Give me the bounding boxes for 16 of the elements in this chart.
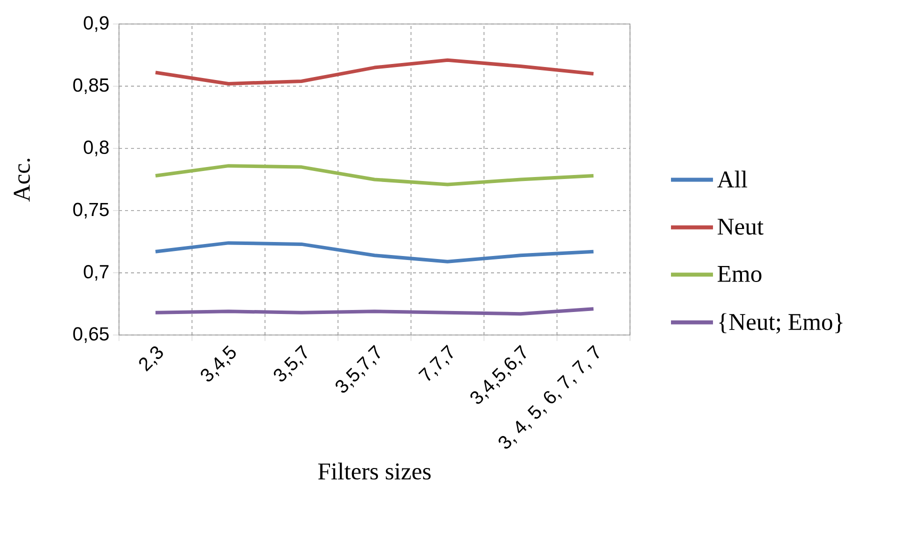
line-series bbox=[154, 58, 596, 86]
y-axis-title: Acc. bbox=[14, 158, 30, 202]
y-tick-label: 0,75 bbox=[73, 202, 109, 218]
legend-label: All bbox=[717, 170, 748, 188]
y-tick-label: 0,85 bbox=[73, 78, 109, 94]
legend-label: {Neut; Emo} bbox=[719, 313, 842, 334]
y-tick-label: 0,7 bbox=[84, 264, 109, 281]
x-tick-label: 2,3 bbox=[139, 346, 163, 372]
legend-label: Neut bbox=[718, 218, 764, 235]
line-series bbox=[154, 164, 596, 186]
y-tick-label: 0,9 bbox=[84, 16, 109, 32]
legend-label: Emo bbox=[718, 266, 762, 282]
y-tick-label: 0,65 bbox=[73, 327, 109, 343]
line-series bbox=[154, 241, 596, 264]
y-tick-label: 0,8 bbox=[84, 140, 109, 156]
x-axis-title: Filters sizes bbox=[318, 462, 431, 480]
